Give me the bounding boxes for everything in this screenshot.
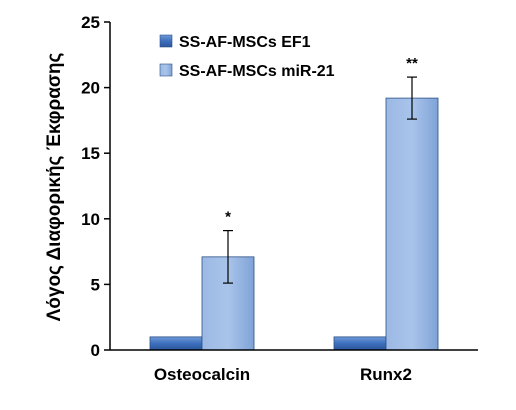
legend-swatch	[159, 63, 173, 77]
y-tick-label: 5	[91, 275, 100, 294]
significance-marker: *	[225, 209, 231, 226]
y-tick-label: 0	[91, 341, 100, 360]
legend-swatch	[159, 34, 173, 48]
y-axis-label: Λόγος Διαφορικής Έκφρασης	[44, 52, 65, 321]
category-label: Osteocalcin	[154, 365, 250, 384]
legend-label: SS-AF-MSCs EF1	[179, 34, 311, 51]
bar-ef1-osteocalcin	[149, 336, 203, 351]
y-tick-label: 10	[81, 210, 100, 229]
bar-mir21-runx2	[385, 97, 439, 351]
legend-label: SS-AF-MSCs miR-21	[179, 63, 335, 80]
category-label: Runx2	[360, 365, 412, 384]
y-tick-label: 15	[81, 144, 100, 163]
y-tick-label: 25	[81, 13, 100, 32]
significance-marker: **	[406, 55, 418, 72]
y-tick-label: 20	[81, 79, 100, 98]
bar-ef1-runx2	[333, 336, 387, 351]
